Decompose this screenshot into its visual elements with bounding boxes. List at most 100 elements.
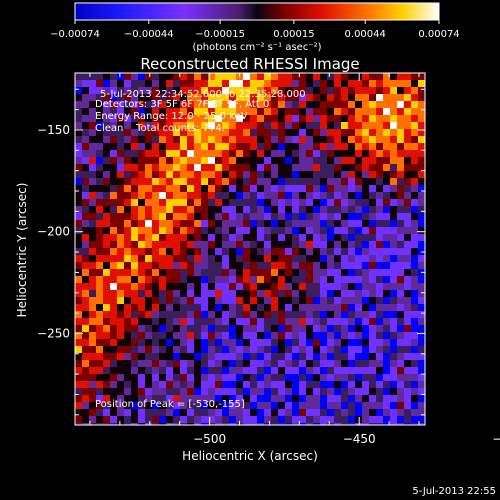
heatmap-cell [390, 157, 397, 164]
heatmap-cell [313, 199, 320, 206]
heatmap-cell [411, 367, 418, 374]
heatmap-cell [110, 143, 117, 150]
heatmap-cell [397, 395, 404, 402]
heatmap-cell [187, 402, 194, 409]
heatmap-cell [348, 416, 355, 423]
heatmap-cell [138, 122, 145, 129]
heatmap-cell [383, 402, 390, 409]
heatmap-cell [75, 178, 82, 185]
heatmap-cell [103, 143, 110, 150]
heatmap-cell [362, 367, 369, 374]
heatmap-cell [201, 318, 208, 325]
heatmap-cell [327, 80, 334, 87]
heatmap-cell [299, 311, 306, 318]
heatmap-cell [180, 269, 187, 276]
heatmap-cell [180, 101, 187, 108]
heatmap-cell [383, 101, 390, 108]
heatmap-cell [82, 206, 89, 213]
heatmap-cell [159, 234, 166, 241]
heatmap-cell [306, 115, 313, 122]
annotation-block: 5-Jul-2013 22:34:52.000 to 22:35:28.000 … [95, 89, 306, 134]
heatmap-cell [89, 395, 96, 402]
heatmap-cell [145, 241, 152, 248]
heatmap-cell [390, 276, 397, 283]
axes: −500−450−400−150−200−250 [37, 73, 500, 446]
heatmap-cell [166, 283, 173, 290]
heatmap-cell [187, 409, 194, 416]
heatmap-cell [110, 108, 117, 115]
heatmap-cell [159, 283, 166, 290]
heatmap-cell [320, 374, 327, 381]
heatmap-cell [229, 234, 236, 241]
heatmap-cell [138, 108, 145, 115]
heatmap-cell [376, 381, 383, 388]
heatmap-cell [131, 241, 138, 248]
heatmap-cell [124, 332, 131, 339]
heatmap-cell [166, 311, 173, 318]
heatmap-cell [124, 318, 131, 325]
heatmap-cell [208, 381, 215, 388]
heatmap-cell [145, 129, 152, 136]
heatmap-cell [159, 129, 166, 136]
heatmap-cell [334, 248, 341, 255]
heatmap-cell [166, 262, 173, 269]
heatmap-cell [222, 199, 229, 206]
heatmap-cell [313, 311, 320, 318]
heatmap-cell [390, 402, 397, 409]
heatmap-cell [215, 290, 222, 297]
heatmap-cell [320, 423, 327, 425]
heatmap-cell [236, 157, 243, 164]
heatmap-cell [243, 402, 250, 409]
heatmap-cell [236, 325, 243, 332]
heatmap-cell [180, 192, 187, 199]
heatmap-cell [166, 234, 173, 241]
heatmap-cell [341, 346, 348, 353]
heatmap-cell [173, 255, 180, 262]
heatmap-cell [390, 290, 397, 297]
heatmap-cell [110, 374, 117, 381]
heatmap-cell [390, 150, 397, 157]
heatmap-cell [201, 423, 208, 425]
heatmap-cell [145, 374, 152, 381]
heatmap-cell [348, 185, 355, 192]
heatmap-cell [103, 101, 110, 108]
heatmap-cell [82, 423, 89, 425]
heatmap-cell [376, 353, 383, 360]
heatmap-cell [390, 283, 397, 290]
heatmap-cell [138, 157, 145, 164]
heatmap-cell [348, 318, 355, 325]
heatmap-cell [362, 311, 369, 318]
heatmap-cell [362, 213, 369, 220]
heatmap-image [75, 73, 425, 425]
heatmap-cell [103, 129, 110, 136]
heatmap-cell [278, 234, 285, 241]
heatmap-cell [257, 73, 264, 80]
heatmap-cell [369, 409, 376, 416]
heatmap-cell [201, 367, 208, 374]
heatmap-cell [124, 206, 131, 213]
heatmap-cell [418, 290, 425, 297]
heatmap-cell [145, 122, 152, 129]
heatmap-cell [404, 416, 411, 423]
heatmap-cell [390, 325, 397, 332]
heatmap-cell [96, 276, 103, 283]
heatmap-cell [166, 304, 173, 311]
heatmap-cell [362, 283, 369, 290]
heatmap-cell [369, 248, 376, 255]
heatmap-cell [250, 353, 257, 360]
heatmap-cell [362, 255, 369, 262]
heatmap-cell [376, 283, 383, 290]
heatmap-cell [96, 360, 103, 367]
heatmap-cell [124, 122, 131, 129]
heatmap-cell [194, 353, 201, 360]
heatmap-cell [159, 332, 166, 339]
heatmap-cell [173, 409, 180, 416]
heatmap-cell [243, 157, 250, 164]
heatmap-cell [96, 108, 103, 115]
heatmap-cell [362, 73, 369, 80]
heatmap-cell [82, 318, 89, 325]
heatmap-cell [418, 122, 425, 129]
heatmap-cell [257, 227, 264, 234]
heatmap-cell [215, 192, 222, 199]
heatmap-cell [383, 206, 390, 213]
